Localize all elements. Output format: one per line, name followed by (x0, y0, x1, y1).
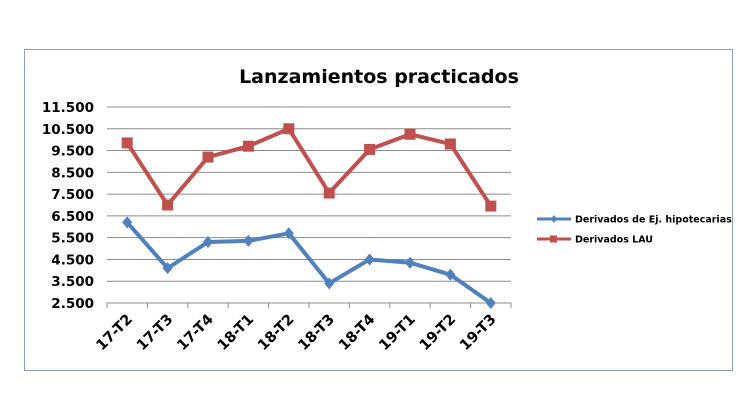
legend-marker (550, 235, 557, 243)
series-line (125, 220, 493, 305)
y-tick-label: 2.500 (51, 296, 94, 312)
data-point (485, 200, 497, 212)
x-tick-label: 19-T1 (376, 312, 418, 354)
data-point (242, 140, 254, 152)
data-point (202, 151, 214, 163)
data-point (243, 234, 254, 247)
data-point (122, 216, 133, 229)
legend-item: Derivados de Ej. hipotecarias (537, 215, 732, 226)
x-tick-label: 17-T4 (174, 312, 216, 354)
x-tick-label: 19-T3 (457, 312, 499, 354)
series-layer (121, 123, 497, 309)
y-tick-label: 8.500 (51, 165, 94, 181)
x-tick-label: 18-T3 (296, 312, 338, 354)
data-point (283, 123, 295, 135)
y-tick-label: 7.500 (51, 187, 94, 203)
legend-label: Derivados LAU (575, 235, 653, 246)
data-point (364, 143, 376, 155)
data-point (121, 137, 133, 149)
legend: Derivados de Ej. hipotecarias Derivados L… (537, 215, 732, 246)
x-tick-label: 17-T2 (94, 312, 136, 354)
data-point (203, 236, 213, 249)
data-point (283, 227, 294, 240)
data-point (323, 187, 335, 199)
legend-item: Derivados LAU (537, 235, 653, 246)
y-tick-label: 9.500 (51, 144, 94, 160)
data-point (324, 277, 335, 290)
data-point (364, 253, 375, 266)
x-tick-label: 18-T1 (215, 312, 257, 354)
data-point (485, 297, 496, 309)
y-tick-label: 10.500 (42, 122, 94, 138)
y-tick-label: 4.500 (51, 252, 94, 268)
y-tick-label: 11.500 (42, 100, 94, 116)
y-tick-label: 6.500 (51, 209, 94, 225)
series-2 (121, 123, 497, 212)
legend-marker (551, 215, 557, 223)
data-point (445, 268, 456, 281)
y-axis-ticks: 2.500 3.500 4.500 5.500 6.500 7.500 8.500 9.500… (42, 100, 94, 312)
legend-label: Derivados de Ej. hipotecarias (575, 215, 732, 226)
chart-title: Lanzamientos practicados (239, 66, 519, 88)
series-1 (122, 216, 496, 309)
series-line (125, 126, 493, 209)
data-point (162, 199, 174, 211)
chart-frame (24, 49, 733, 371)
data-point (162, 262, 173, 275)
x-tick-label: 18-T2 (255, 312, 297, 354)
data-point (405, 256, 415, 269)
data-point (444, 138, 456, 150)
x-axis: 17-T217-T317-T418-T118-T218-T318-T419-T1… (94, 302, 512, 354)
x-tick-label: 17-T3 (134, 312, 176, 354)
x-tick-label: 18-T4 (336, 312, 378, 354)
y-tick-label: 5.500 (51, 231, 94, 247)
x-tick-label: 19-T2 (417, 312, 459, 354)
y-tick-label: 3.500 (51, 274, 94, 290)
data-point (404, 128, 416, 140)
